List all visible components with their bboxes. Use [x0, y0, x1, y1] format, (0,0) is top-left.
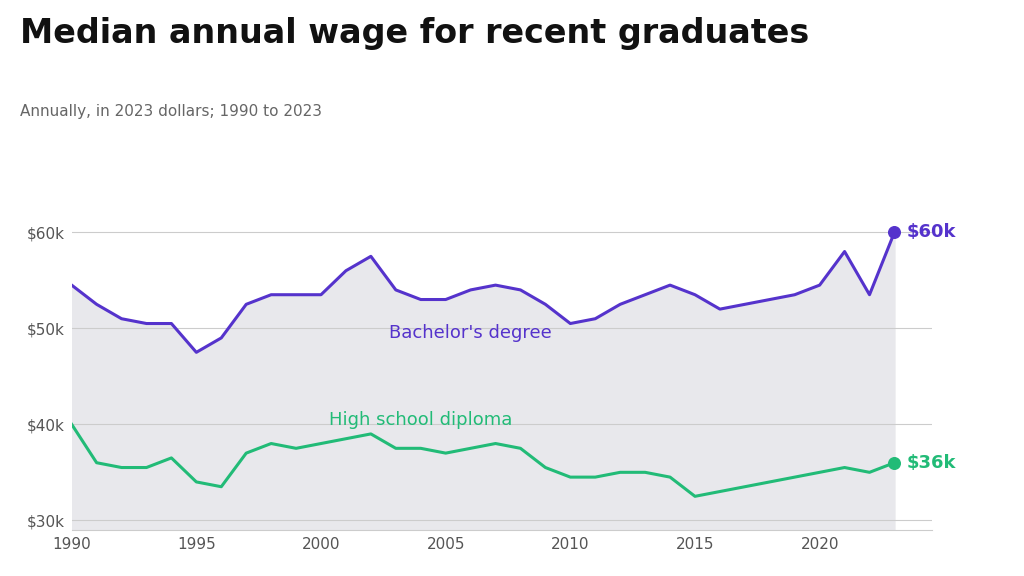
Text: $60k: $60k [907, 223, 956, 241]
Text: High school diploma: High school diploma [329, 411, 512, 429]
Text: $36k: $36k [907, 454, 956, 472]
Text: Annually, in 2023 dollars; 1990 to 2023: Annually, in 2023 dollars; 1990 to 2023 [20, 104, 323, 119]
Text: Median annual wage for recent graduates: Median annual wage for recent graduates [20, 17, 810, 50]
Text: Bachelor's degree: Bachelor's degree [389, 324, 552, 342]
Point [886, 228, 902, 237]
Point [886, 458, 902, 467]
